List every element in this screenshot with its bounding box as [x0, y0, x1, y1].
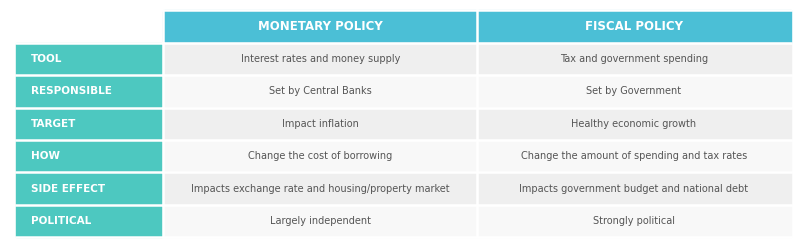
Text: TOOL: TOOL: [31, 54, 62, 64]
Bar: [477, 205, 791, 237]
Bar: [16, 140, 163, 172]
Bar: [16, 108, 163, 140]
Text: MONETARY POLICY: MONETARY POLICY: [258, 20, 383, 33]
Text: Set by Central Banks: Set by Central Banks: [269, 86, 371, 96]
Bar: [163, 75, 477, 108]
Bar: [16, 75, 163, 108]
Text: HOW: HOW: [31, 151, 60, 161]
Text: Impacts government budget and national debt: Impacts government budget and national d…: [520, 184, 749, 194]
Bar: [477, 75, 791, 108]
Text: Largely independent: Largely independent: [270, 216, 370, 226]
Text: Change the cost of borrowing: Change the cost of borrowing: [248, 151, 392, 161]
Bar: [163, 172, 477, 205]
Text: Impact inflation: Impact inflation: [282, 119, 358, 129]
Bar: [477, 108, 791, 140]
Bar: [477, 140, 791, 172]
Bar: [477, 172, 791, 205]
Bar: [16, 205, 163, 237]
Bar: [16, 43, 163, 75]
Bar: [477, 43, 791, 75]
Text: Healthy economic growth: Healthy economic growth: [571, 119, 696, 129]
Text: Strongly political: Strongly political: [593, 216, 675, 226]
Text: Tax and government spending: Tax and government spending: [560, 54, 708, 64]
Text: Change the amount of spending and tax rates: Change the amount of spending and tax ra…: [521, 151, 747, 161]
Text: RESPONSIBLE: RESPONSIBLE: [31, 86, 111, 96]
Bar: [477, 10, 791, 43]
Text: SIDE EFFECT: SIDE EFFECT: [31, 184, 105, 194]
Bar: [163, 108, 477, 140]
Text: Impacts exchange rate and housing/property market: Impacts exchange rate and housing/proper…: [191, 184, 449, 194]
Text: Set by Government: Set by Government: [587, 86, 682, 96]
Text: TARGET: TARGET: [31, 119, 76, 129]
Bar: [163, 43, 477, 75]
Bar: [16, 10, 163, 43]
Bar: [16, 172, 163, 205]
Text: POLITICAL: POLITICAL: [31, 216, 91, 226]
Text: FISCAL POLICY: FISCAL POLICY: [585, 20, 683, 33]
Text: Interest rates and money supply: Interest rates and money supply: [240, 54, 400, 64]
Bar: [163, 140, 477, 172]
Bar: [163, 205, 477, 237]
Bar: [163, 10, 477, 43]
